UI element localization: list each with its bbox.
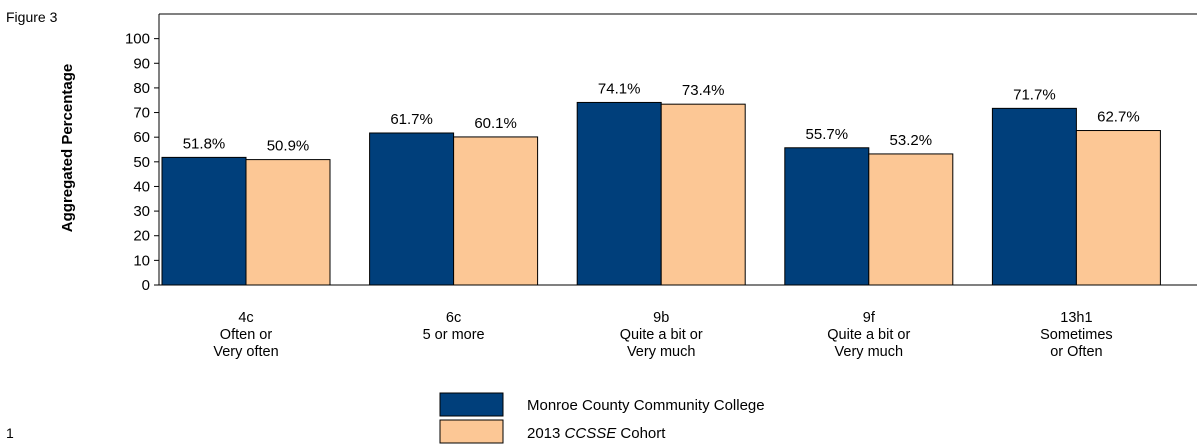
y-tick-label: 100 bbox=[125, 31, 150, 48]
legend-label-cohort: 2013 CCSSE Cohort bbox=[527, 425, 666, 442]
x-category-line: Often or bbox=[220, 327, 273, 343]
y-tick-label: 20 bbox=[133, 228, 150, 245]
y-tick-label: 0 bbox=[142, 277, 150, 294]
bar-cohort-2 bbox=[660, 103, 746, 286]
y-tick-label: 70 bbox=[133, 105, 150, 122]
x-category-label: 9f Quite a bit or Very much bbox=[827, 310, 910, 360]
chart-data-labels: 51.8% 61.7% 74.1% 55.7% 71.7% 50.9% 60.1% 73.4%… bbox=[183, 80, 1140, 154]
x-category-line: 6c bbox=[446, 310, 461, 326]
x-category-label: 6c 5 or more bbox=[423, 310, 485, 343]
x-category-line: 9f bbox=[863, 310, 876, 326]
bar-cohort-3 bbox=[868, 153, 954, 286]
legend-swatch-cohort bbox=[439, 419, 504, 444]
chart-bars bbox=[161, 101, 1161, 286]
data-label: 60.1% bbox=[474, 115, 517, 132]
data-label: 71.7% bbox=[1013, 86, 1056, 103]
x-category-line: 4c bbox=[238, 310, 253, 326]
legend-cohort-prefix: 2013 bbox=[527, 425, 565, 442]
x-category-line: Quite a bit or bbox=[620, 327, 703, 343]
bar-monroe-1 bbox=[369, 132, 455, 286]
bar-monroe-4 bbox=[991, 107, 1077, 286]
x-category-line: 13h1 bbox=[1060, 310, 1092, 326]
y-tick-label: 90 bbox=[133, 55, 150, 72]
bar-cohort-4 bbox=[1075, 130, 1161, 286]
bar-cohort-1 bbox=[453, 136, 539, 286]
y-tick-label: 50 bbox=[133, 154, 150, 171]
y-tick-label: 40 bbox=[133, 178, 150, 195]
x-category-line: 5 or more bbox=[423, 327, 485, 343]
chart-legend: Monroe County Community College 2013 CCS… bbox=[439, 392, 765, 444]
bar-monroe-2 bbox=[576, 101, 662, 286]
x-category-line: Very often bbox=[213, 344, 278, 360]
data-label: 55.7% bbox=[806, 126, 849, 143]
x-category-line: or Often bbox=[1050, 344, 1102, 360]
data-label: 74.1% bbox=[598, 80, 641, 97]
x-category-line: Very much bbox=[835, 344, 904, 360]
bar-cohort-0 bbox=[245, 159, 331, 286]
y-tick-label: 30 bbox=[133, 203, 150, 220]
legend-swatch-monroe bbox=[439, 392, 504, 417]
y-tick-label: 80 bbox=[133, 80, 150, 97]
y-tick-label: 10 bbox=[133, 252, 150, 269]
page-number: 1 bbox=[6, 425, 14, 441]
data-label: 62.7% bbox=[1097, 109, 1140, 126]
bar-monroe-3 bbox=[784, 147, 870, 286]
data-label: 73.4% bbox=[682, 82, 725, 99]
data-label: 61.7% bbox=[390, 111, 433, 128]
bar-monroe-0 bbox=[161, 156, 247, 286]
data-label: 51.8% bbox=[183, 135, 226, 152]
x-category-line: Very much bbox=[627, 344, 696, 360]
data-label: 50.9% bbox=[267, 138, 310, 155]
legend-label-monroe: Monroe County Community College bbox=[527, 397, 765, 414]
x-category-line: 9b bbox=[653, 310, 669, 326]
x-category-label: 13h1 Sometimes or Often bbox=[1040, 310, 1113, 360]
x-category-line: Quite a bit or bbox=[827, 327, 910, 343]
x-category-label: 9b Quite a bit or Very much bbox=[620, 310, 703, 360]
y-axis-label: Aggregated Percentage bbox=[59, 64, 76, 232]
data-label: 53.2% bbox=[890, 132, 933, 149]
legend-cohort-suffix: Cohort bbox=[616, 425, 666, 442]
x-category-line: Sometimes bbox=[1040, 327, 1113, 343]
legend-cohort-italic: CCSSE bbox=[565, 425, 618, 442]
x-category-label: 4c Often or Very often bbox=[213, 310, 278, 360]
figure-label: Figure 3 bbox=[6, 9, 58, 25]
y-tick-label: 60 bbox=[133, 129, 150, 146]
